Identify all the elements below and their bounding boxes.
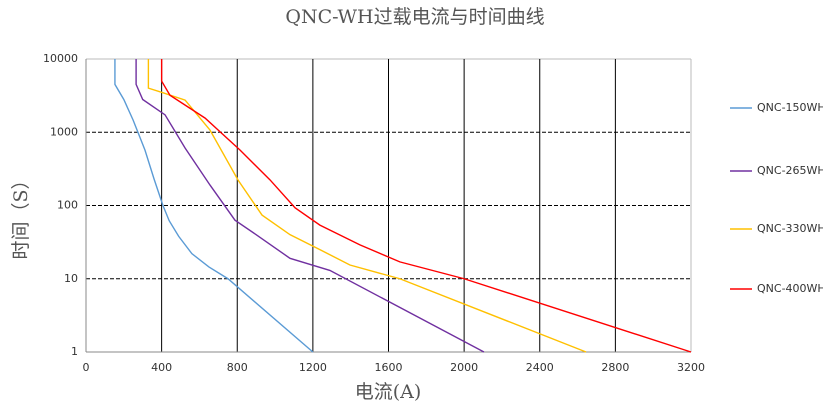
legend-label: QNC-150WH — [757, 101, 823, 114]
series-line — [135, 59, 485, 353]
x-tick-label: 1200 — [299, 361, 327, 374]
x-axis-label: 电流(A) — [355, 381, 422, 403]
y-tick-label: 100 — [57, 199, 78, 212]
y-tick-label: 10000 — [43, 52, 78, 65]
y-tick-label: 1000 — [50, 125, 78, 138]
x-tick-label: 2400 — [526, 361, 554, 374]
x-tick-label: 0 — [83, 361, 90, 374]
series-line — [160, 59, 692, 353]
x-tick-label: 2800 — [601, 361, 629, 374]
series-line — [147, 59, 587, 353]
legend-label: QNC-400WH — [757, 282, 823, 295]
y-tick-label: 10 — [64, 272, 78, 285]
x-tick-label: 400 — [151, 361, 172, 374]
legend-label: QNC-330WH — [757, 222, 823, 235]
chart-title: QNC-WH过载电流与时间曲线 — [285, 6, 544, 28]
legend-label: QNC-265WH — [757, 164, 823, 177]
x-tick-label: 3200 — [677, 361, 705, 374]
x-tick-label: 2000 — [450, 361, 478, 374]
y-axis-label: 时间（S） — [10, 170, 32, 259]
y-tick-label: 1 — [71, 345, 78, 358]
x-tick-label: 800 — [227, 361, 248, 374]
x-tick-label: 1600 — [375, 361, 403, 374]
series-line — [114, 59, 314, 353]
